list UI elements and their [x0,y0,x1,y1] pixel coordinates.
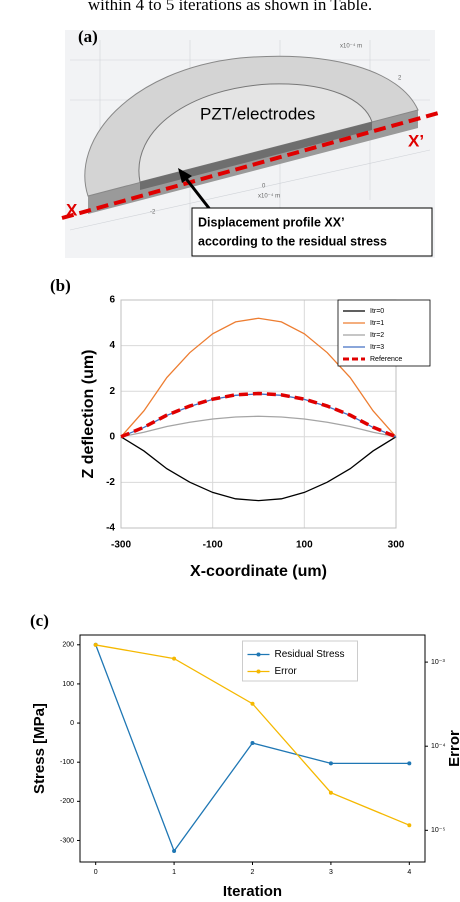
panel-label: (b) [50,276,71,295]
y2-axis-label: Error [446,730,460,767]
arrow-shaft [182,175,214,213]
pzt-label: PZT/electrodes [200,104,315,123]
y-tick-label: 6 [109,295,115,306]
panel-a: (a) PZT/electrodes X X’ Displacement pro… [61,27,443,258]
series-line [120,391,397,439]
y2-tick-label: 10⁻³ [431,659,445,666]
arrow-head [178,168,192,183]
x-tick-label: -300 [111,540,131,551]
series-line [120,436,397,502]
x-prime-marker: X’ [408,131,424,150]
point [328,790,333,795]
legend-label: Itr=2 [370,332,384,339]
x-axis-label: X-coordinate (um) [190,563,327,580]
y2-tick-label: 10⁻⁴ [431,743,446,750]
x-tick-label: -100 [203,540,223,551]
panel-label: (a) [78,27,98,46]
y-tick-label: -2 [106,477,115,488]
axis-text: x10⁻⁴ m [258,193,280,200]
x-tick-label: 2 [251,869,255,876]
callout-line: Displacement profile XX’ [198,215,345,229]
legend-label: Reference [370,356,402,363]
section-line [61,110,443,220]
legend-label: Residual Stress [275,649,345,660]
x-tick-label: 3 [329,869,333,876]
y-tick-label: 100 [62,681,74,688]
callout-line: according to the residual stress [198,234,387,248]
y-tick-label: 0 [70,720,74,727]
x-tick-label: 100 [296,540,313,551]
point [250,741,255,746]
point [407,823,412,828]
y2-tick-label: 10⁻⁵ [431,827,445,834]
x-tick-label: 0 [94,869,98,876]
y-tick-label: -200 [60,798,74,805]
series-line [120,317,397,438]
series-line [120,393,397,438]
legend-label: Itr=3 [370,344,384,351]
pzt-side [140,122,372,190]
callout-box [191,207,433,257]
y-tick-label: 0 [109,431,115,442]
plot-frame [79,634,426,863]
legend-label: Itr=0 [370,308,384,315]
y-tick-label: -100 [60,759,74,766]
y-tick-label: 2 [109,386,115,397]
y-axis-label: Stress [MPa] [31,703,48,794]
axis-text: 2 [398,76,402,82]
legend-label: Itr=1 [370,320,384,327]
x-tick-label: 4 [407,869,411,876]
axis-text: 0 [262,184,266,190]
legend-marker [256,669,261,674]
x-tick-label: 300 [388,540,405,551]
point [328,761,333,766]
point [172,656,177,661]
y-axis-label: Z deflection (um) [80,350,97,479]
y-tick-label: 200 [62,642,74,649]
y-tick-label: -4 [106,523,115,534]
y-tick-label: -300 [60,837,74,844]
x-axis-label: Iteration [223,883,282,900]
y-tick-label: 4 [109,340,115,351]
axis-text: -2 [150,210,156,216]
plot-frame [120,299,397,529]
pzt-top [138,83,373,183]
legend-box [242,640,358,682]
axis-text: x10⁻⁴ m [340,43,362,50]
point [93,642,98,647]
header-text: within 4 to 5 iterations as shown in Tab… [88,0,372,14]
point [250,701,255,706]
legend-marker [256,652,261,657]
series-line [120,415,397,438]
x-marker: X [66,200,78,219]
point [172,849,177,854]
legend-label: Error [275,666,298,677]
point [407,761,412,766]
panel-label: (c) [30,611,49,630]
x-tick-label: 1 [172,869,176,876]
